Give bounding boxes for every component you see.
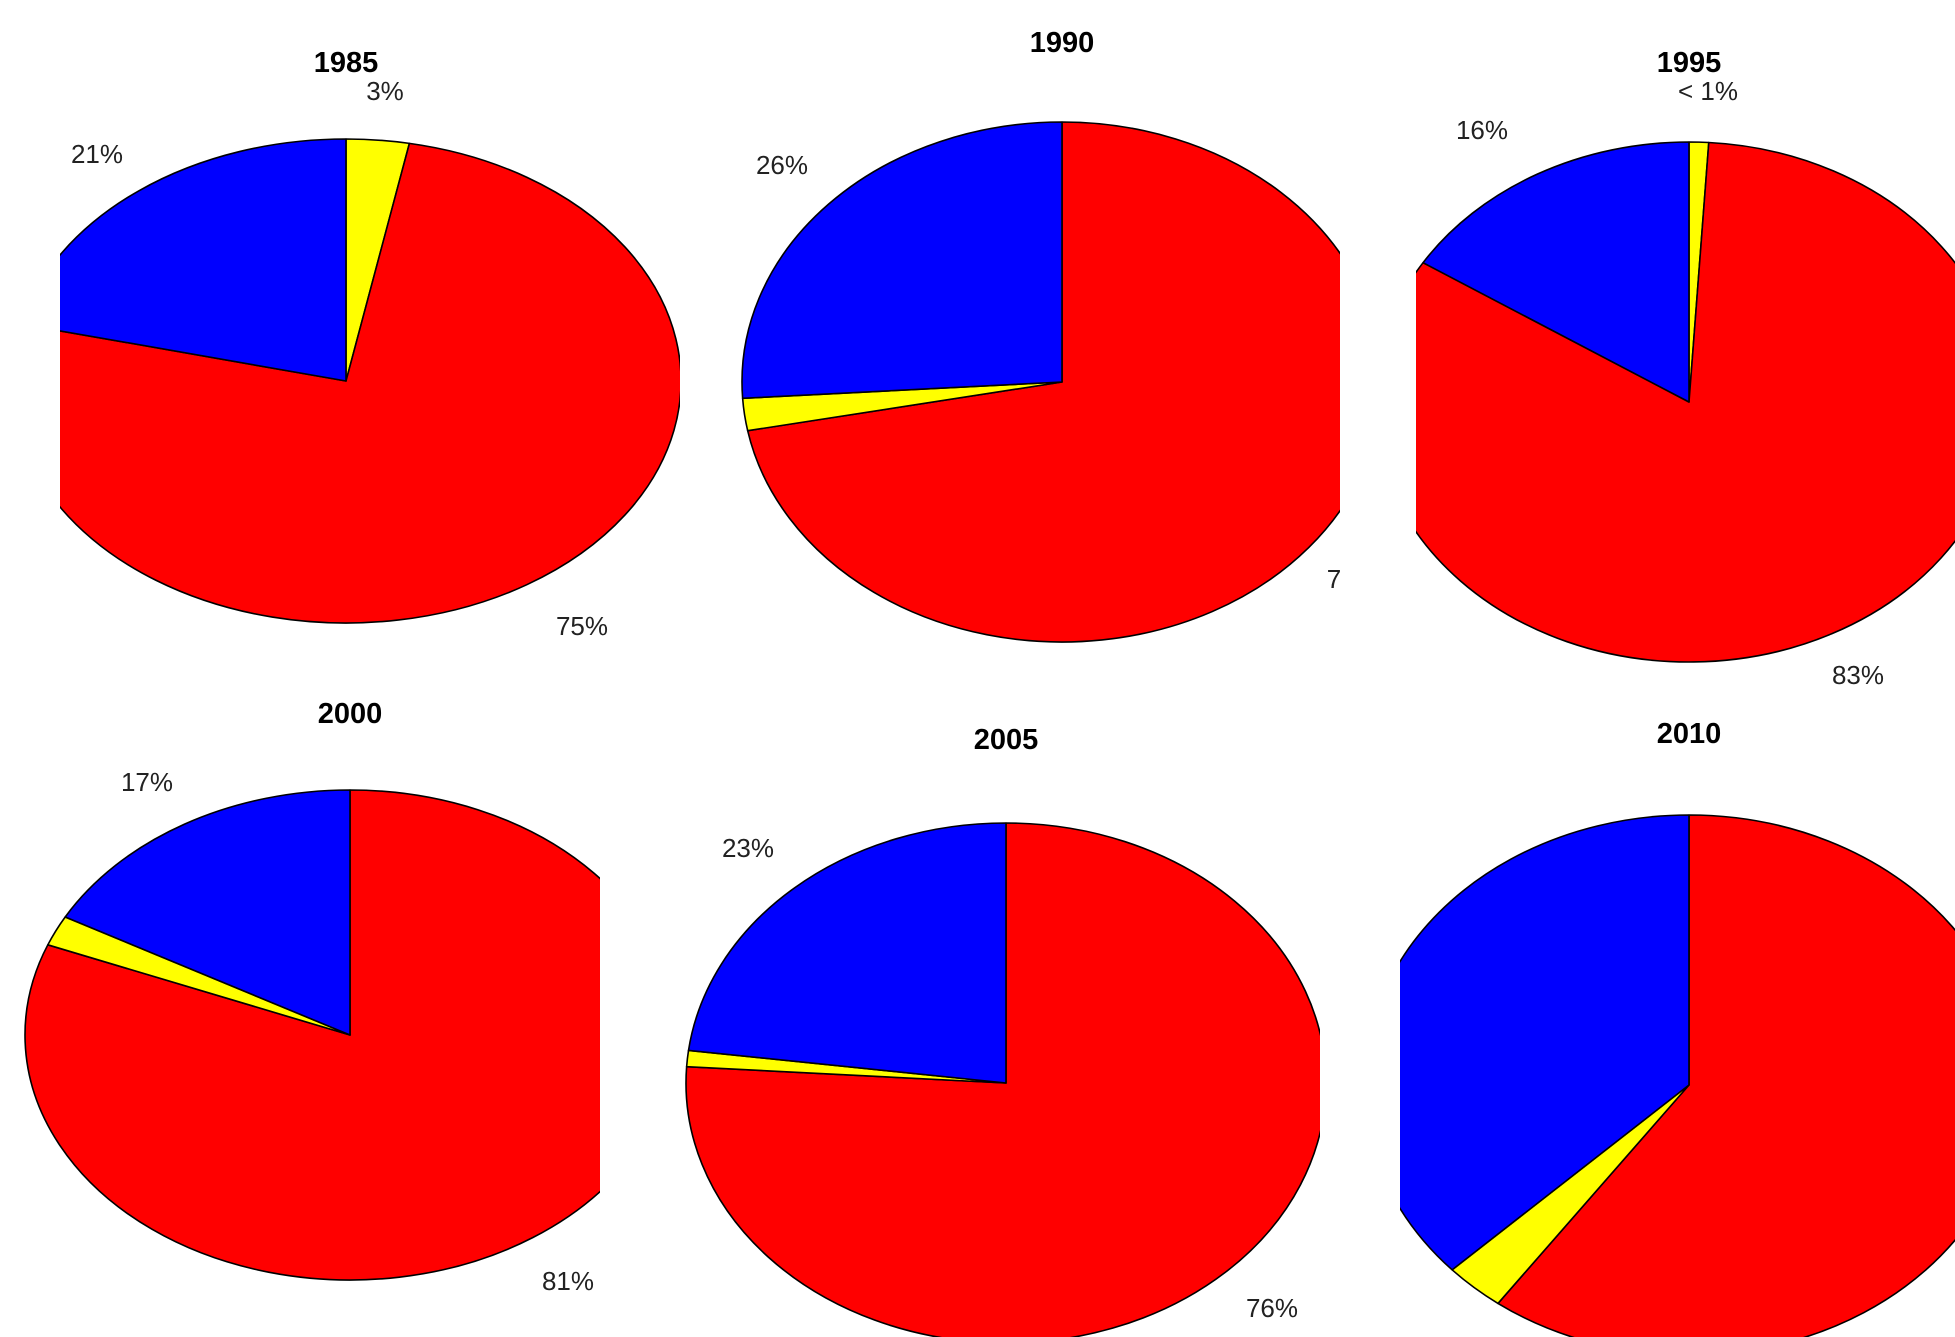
pie-1990-label-0: 7 (1327, 564, 1341, 594)
pie-2000-label-2: 17% (121, 767, 173, 797)
pie-1995-slice-1 (1416, 141, 1955, 663)
pie-1990-label-2: 26% (756, 150, 808, 180)
pie-2010-slice-0 (1497, 814, 1955, 1337)
pie-2000 (24, 789, 600, 1281)
pie-1990 (741, 121, 1340, 643)
pie-2005-label-2: 23% (722, 833, 774, 863)
pie-1995-label-1: 83% (1832, 660, 1884, 690)
pie-title-2000: 2000 (318, 698, 383, 730)
pie-2005-slice-0 (685, 822, 1320, 1337)
pie-2005 (685, 822, 1320, 1337)
pie-1990-slice-2 (741, 121, 1063, 400)
pie-title-2010: 2010 (1657, 718, 1722, 750)
pie-1985 (60, 138, 680, 624)
pie-1985-slice-1 (60, 142, 680, 624)
pie-2005-slice-2 (687, 822, 1007, 1084)
pie-1985-slice-2 (60, 138, 347, 382)
pie-2005-label-0: 76% (1246, 1293, 1298, 1323)
pie-title-1995: 1995 (1657, 47, 1722, 79)
pie-2010-slice-2 (1400, 814, 1690, 1271)
pie-1985-label-0: 3% (366, 76, 404, 106)
pie-1985-label-1: 75% (556, 611, 608, 641)
pie-2000-slice-2 (64, 789, 351, 1036)
pie-1995-slice-2 (1422, 141, 1690, 403)
pie-title-2005: 2005 (974, 724, 1039, 756)
pie-2010 (1400, 814, 1955, 1337)
pie-1995 (1416, 141, 1955, 663)
pie-title-1990: 1990 (1030, 27, 1095, 59)
pie-title-1985: 1985 (314, 47, 379, 79)
pie-2000-label-0: 81% (542, 1266, 594, 1296)
pie-1985-label-2: 21% (71, 139, 123, 169)
pie-1995-label-2: 16% (1456, 115, 1508, 145)
pie-1990-slice-0 (746, 121, 1340, 643)
pie-1995-label-0: < 1% (1678, 76, 1738, 106)
pie-2000-slice-0 (24, 789, 600, 1281)
